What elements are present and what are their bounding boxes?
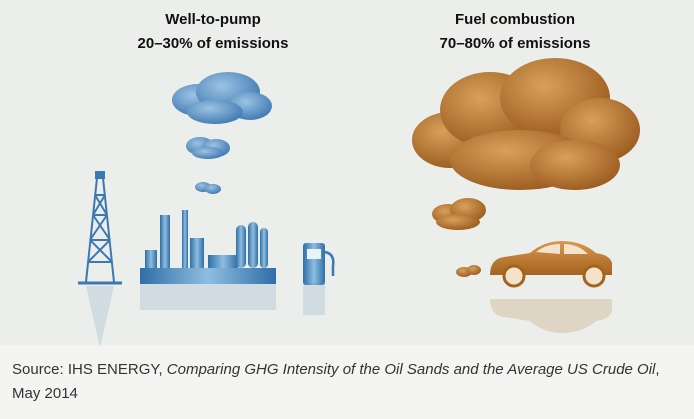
left-heading: Well-to-pump 20–30% of emissions: [83, 8, 343, 56]
left-title: Well-to-pump: [83, 8, 343, 32]
source-title: Comparing GHG Intensity of the Oil Sands…: [167, 361, 656, 378]
right-subtitle: 70–80% of emissions: [385, 32, 645, 56]
infographic: Well-to-pump 20–30% of emissions Fuel co…: [0, 0, 694, 419]
source-separator: ,: [655, 361, 659, 378]
source-date: May 2014: [12, 385, 78, 402]
source-note: Source: IHS ENERGY, Comparing GHG Intens…: [12, 358, 692, 406]
illustration: [0, 0, 694, 419]
right-heading: Fuel combustion 70–80% of emissions: [385, 8, 645, 56]
right-title: Fuel combustion: [385, 8, 645, 32]
left-subtitle: 20–30% of emissions: [83, 32, 343, 56]
source-prefix: Source: IHS ENERGY,: [12, 361, 163, 378]
